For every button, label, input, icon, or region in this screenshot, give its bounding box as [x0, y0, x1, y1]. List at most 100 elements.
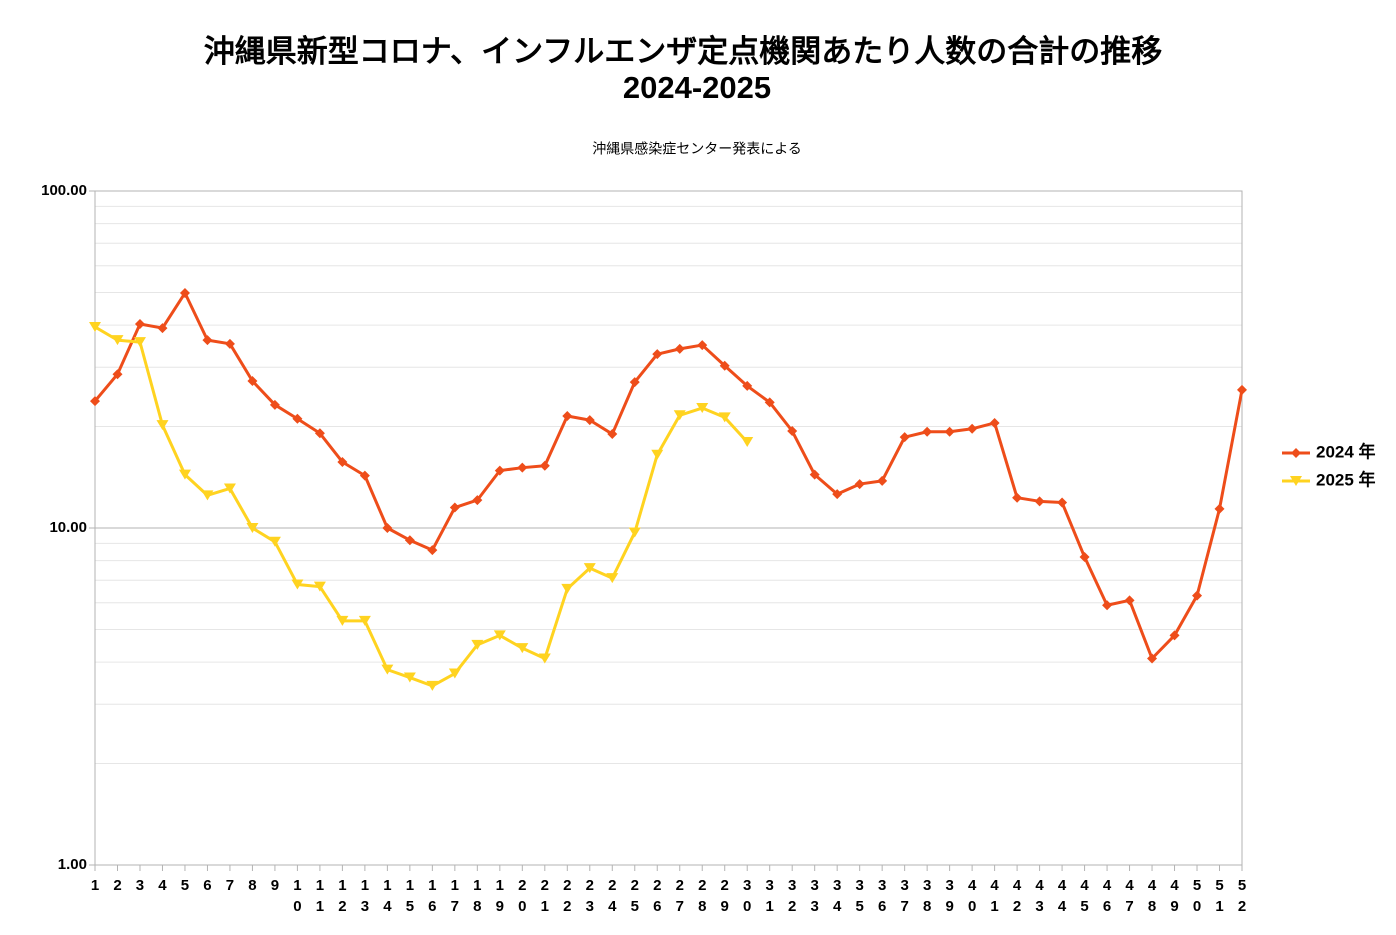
marker	[539, 460, 550, 471]
marker	[359, 470, 370, 481]
marker	[201, 490, 214, 501]
plot-frame	[94, 190, 1243, 866]
x-tick-label: 2	[113, 877, 121, 894]
marker	[787, 426, 798, 437]
x-tick-label: 8	[248, 877, 256, 894]
marker	[493, 630, 506, 641]
marker	[224, 338, 235, 349]
marker	[1102, 600, 1113, 611]
marker	[854, 479, 865, 490]
marker	[111, 335, 124, 346]
marker	[381, 664, 394, 675]
x-tick-label: 4	[158, 877, 167, 894]
marker	[223, 483, 236, 494]
marker	[1237, 384, 1247, 395]
y-tick-label: 100.00	[41, 182, 87, 199]
marker	[202, 335, 213, 346]
marker	[358, 615, 371, 626]
marker	[246, 523, 259, 533]
marker	[1034, 496, 1045, 507]
marker	[628, 527, 641, 538]
marker	[606, 573, 619, 584]
marker	[629, 377, 640, 388]
marker	[268, 536, 281, 547]
marker	[382, 523, 393, 533]
marker	[1057, 497, 1068, 508]
marker	[133, 337, 146, 348]
marker	[247, 376, 258, 387]
marker	[718, 412, 731, 423]
x-tick-label: 3	[136, 877, 144, 894]
x-tick-label: 5	[181, 877, 189, 894]
marker	[448, 668, 461, 679]
marker	[809, 469, 820, 480]
marker	[314, 428, 325, 439]
marker	[899, 432, 910, 443]
marker	[472, 495, 483, 506]
legend-marker	[1291, 448, 1301, 458]
x-tick-label: 7	[226, 877, 234, 894]
marker	[179, 288, 190, 299]
marker	[832, 489, 843, 500]
marker	[90, 396, 100, 407]
y-tick-label: 10.00	[49, 519, 87, 536]
marker	[607, 429, 618, 440]
legend-label: 2024 年	[1316, 441, 1376, 461]
marker	[1147, 653, 1158, 664]
x-tick-label: 9	[271, 877, 279, 894]
marker	[967, 423, 978, 434]
marker	[1169, 630, 1180, 641]
marker	[291, 579, 304, 590]
marker	[427, 545, 438, 556]
marker	[134, 319, 145, 330]
marker	[178, 469, 191, 480]
marker	[89, 321, 101, 332]
marker	[471, 639, 484, 650]
marker	[561, 583, 574, 594]
marker	[516, 643, 529, 654]
marker	[1124, 595, 1135, 606]
marker	[673, 410, 686, 421]
marker	[989, 417, 1000, 428]
marker	[403, 672, 416, 683]
legend-marker	[1290, 476, 1302, 486]
marker	[292, 413, 303, 424]
marker	[877, 475, 888, 486]
marker	[1214, 503, 1225, 514]
marker	[494, 465, 505, 476]
marker	[112, 369, 123, 380]
marker	[426, 680, 439, 691]
marker	[944, 426, 955, 437]
marker	[562, 410, 573, 421]
marker	[922, 426, 933, 437]
